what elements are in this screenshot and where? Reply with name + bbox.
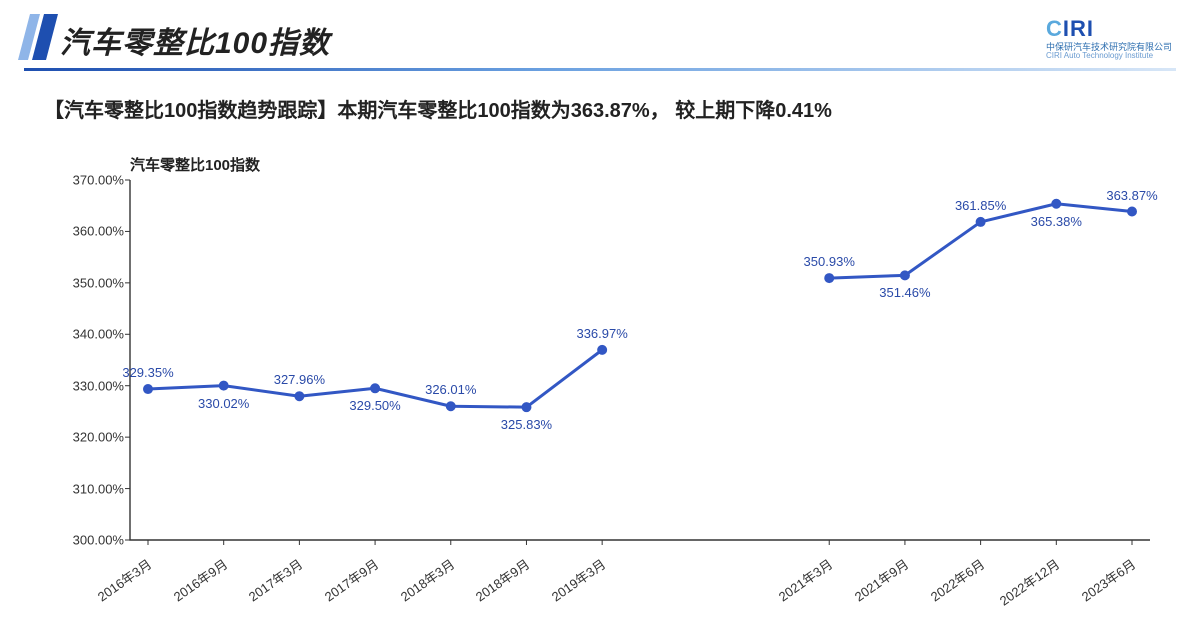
point-label: 330.02% bbox=[198, 396, 249, 411]
xtick-label: 2021年9月 bbox=[850, 554, 912, 605]
ytick-label: 330.00% bbox=[73, 378, 124, 393]
xtick-label: 2017年3月 bbox=[244, 554, 306, 605]
point-label: 363.87% bbox=[1106, 188, 1157, 203]
ytick-label: 320.00% bbox=[73, 430, 124, 445]
xtick-label: 2017年9月 bbox=[320, 554, 382, 605]
ytick-label: 310.00% bbox=[73, 481, 124, 496]
ytick-label: 340.00% bbox=[73, 327, 124, 342]
point-label: 327.96% bbox=[274, 372, 325, 387]
point-label: 329.35% bbox=[122, 365, 173, 380]
point-label: 326.01% bbox=[425, 382, 476, 397]
point-label: 350.93% bbox=[804, 254, 855, 269]
ytick-label: 360.00% bbox=[73, 224, 124, 239]
slide-root: 汽车零整比100指数 CIRI 中保研汽车技术研究院有限公司 CIRI Auto… bbox=[0, 0, 1200, 620]
xtick-label: 2022年12月 bbox=[995, 554, 1063, 609]
xtick-label: 2021年3月 bbox=[774, 554, 836, 605]
chart-overlay: 300.00%310.00%320.00%330.00%340.00%350.0… bbox=[130, 180, 1150, 540]
xtick-label: 2022年6月 bbox=[926, 554, 988, 605]
subtitle: 【汽车零整比100指数趋势跟踪】本期汽车零整比100指数为363.87%， 较上… bbox=[44, 94, 832, 123]
point-label: 351.46% bbox=[879, 285, 930, 300]
title-underline bbox=[24, 68, 1176, 71]
page-title: 汽车零整比100指数 bbox=[60, 18, 330, 62]
xtick-label: 2023年6月 bbox=[1077, 554, 1139, 605]
point-label: 329.50% bbox=[349, 398, 400, 413]
line-chart: 汽车零整比100指数 300.00%310.00%320.00%330.00%3… bbox=[130, 180, 1150, 540]
ytick-label: 300.00% bbox=[73, 533, 124, 548]
ytick-label: 370.00% bbox=[73, 173, 124, 188]
xtick-label: 2016年9月 bbox=[169, 554, 231, 605]
brand-logo-block: CIRI 中保研汽车技术研究院有限公司 CIRI Auto Technology… bbox=[1046, 16, 1172, 60]
title-accent bbox=[18, 14, 58, 62]
xtick-label: 2016年3月 bbox=[93, 554, 155, 605]
ytick-label: 350.00% bbox=[73, 275, 124, 290]
xtick-label: 2018年9月 bbox=[472, 554, 534, 605]
point-label: 325.83% bbox=[501, 417, 552, 432]
xtick-label: 2018年3月 bbox=[396, 554, 458, 605]
point-label: 365.38% bbox=[1031, 214, 1082, 229]
point-label: 361.85% bbox=[955, 198, 1006, 213]
xtick-label: 2019年3月 bbox=[547, 554, 609, 605]
series-title: 汽车零整比100指数 bbox=[130, 154, 260, 175]
point-label: 336.97% bbox=[576, 326, 627, 341]
brand-logo: CIRI bbox=[1046, 16, 1172, 42]
